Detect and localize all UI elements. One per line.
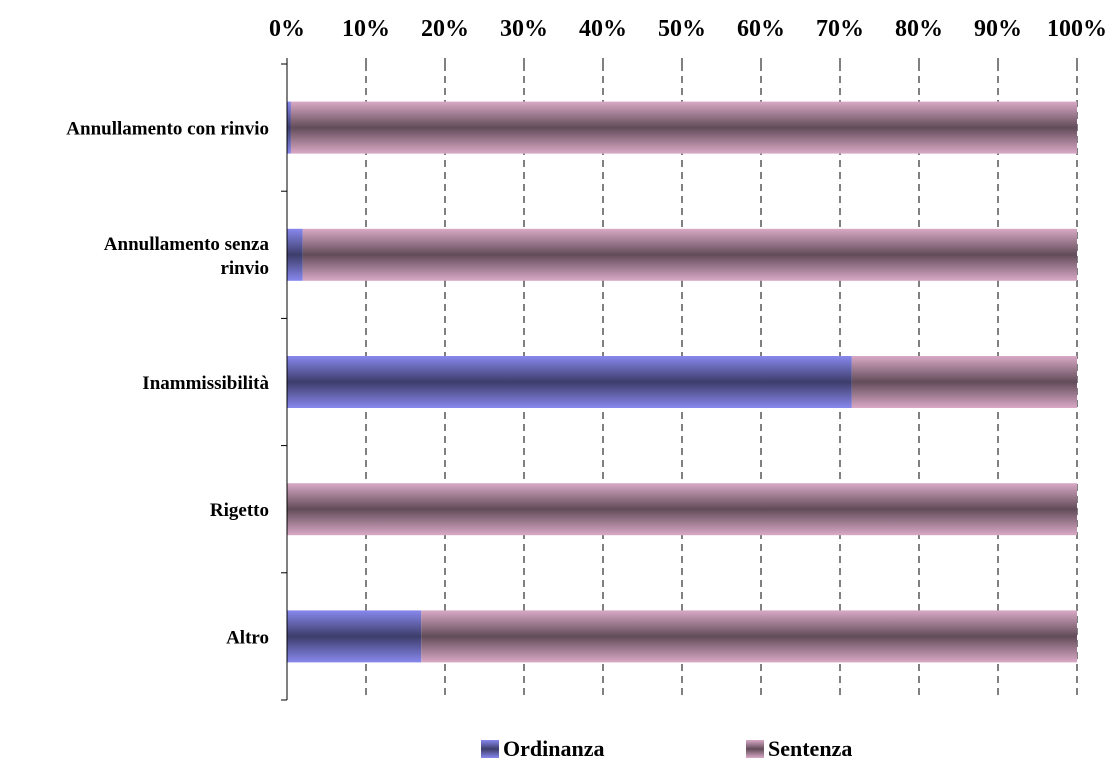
- bar-sentenza: [851, 356, 1077, 408]
- bar-ordinanza: [287, 610, 422, 663]
- legend-label-sentenza: Sentenza: [768, 736, 852, 760]
- category-label: Rigetto: [210, 500, 269, 521]
- category-label: Altro: [226, 627, 269, 648]
- bars: [287, 101, 1077, 663]
- bar-ordinanza: [287, 356, 852, 408]
- bar-sentenza: [302, 228, 1077, 281]
- x-tick-label: 90%: [974, 16, 1022, 42]
- legend-swatch-sentenza: [746, 740, 764, 758]
- category-label: Annullamento con rinvio: [66, 119, 269, 140]
- x-tick-label: 0%: [269, 16, 305, 42]
- x-tick-label: 50%: [658, 16, 706, 42]
- legend-label-ordinanza: Ordinanza: [503, 736, 604, 760]
- bar-sentenza: [287, 483, 1077, 536]
- bar-ordinanza: [287, 101, 291, 154]
- x-tick-label: 20%: [421, 16, 469, 42]
- x-tick-label: 10%: [342, 16, 390, 42]
- category-label: Inammissibilità: [142, 373, 269, 394]
- x-tick-label: 30%: [500, 16, 548, 42]
- bar-sentenza: [421, 610, 1077, 663]
- bar-ordinanza: [287, 228, 303, 281]
- x-tick-label: 40%: [579, 16, 627, 42]
- legend: Ordinanza Sentenza: [481, 736, 852, 760]
- x-tick-label: 60%: [737, 16, 785, 42]
- bar-sentenza: [290, 101, 1077, 154]
- x-tick-label: 100%: [1047, 16, 1107, 42]
- x-tick-label: 80%: [895, 16, 943, 42]
- category-label: rinvio: [220, 258, 269, 279]
- category-label: Annullamento senza: [104, 234, 270, 255]
- axes: 0% 10% 20% 30% 40% 50% 60% 70% 80% 90% 100% Annulla…: [66, 16, 1107, 701]
- x-tick-label: 70%: [816, 16, 864, 42]
- legend-swatch-ordinanza: [481, 740, 499, 758]
